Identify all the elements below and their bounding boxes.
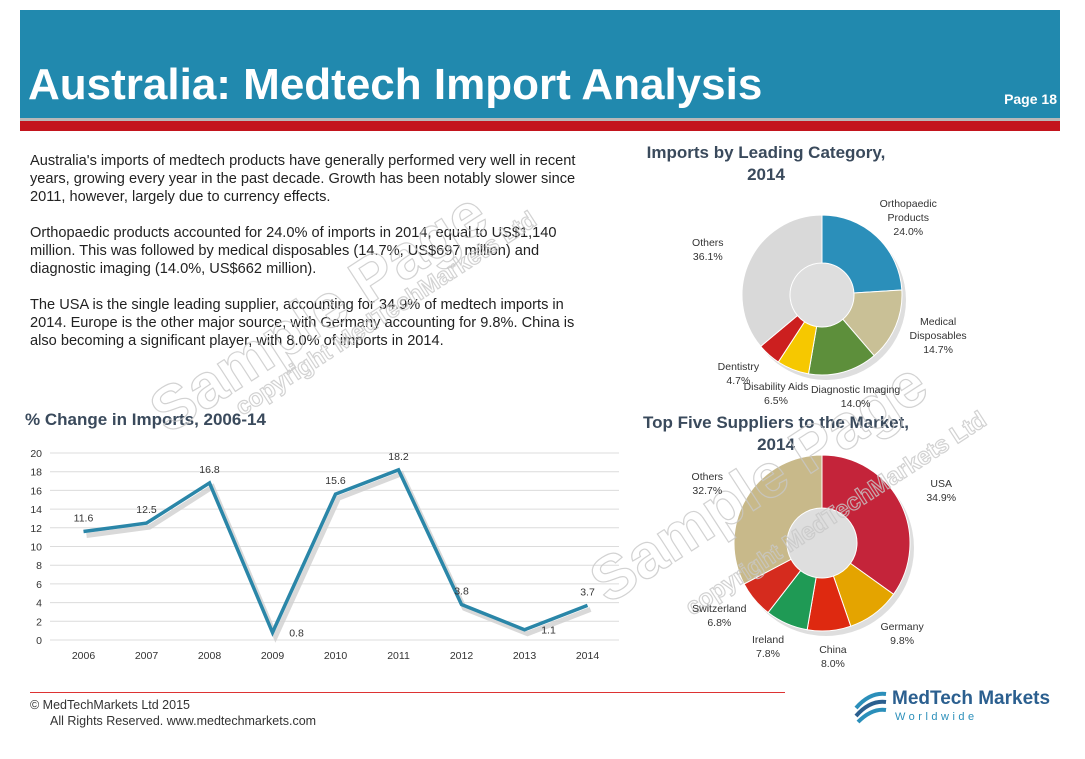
x-tick-label: 2011 (387, 650, 410, 662)
x-tick-label: 2008 (198, 650, 222, 662)
donut-slice (821, 454, 911, 595)
slice-label: Switzerland 6.8% (671, 602, 767, 630)
data-label: 3.7 (580, 586, 595, 598)
paragraph: Orthopaedic products accounted for 24.0%… (30, 225, 557, 277)
slice-name: Disability Aids (743, 380, 809, 393)
data-label: 16.8 (199, 464, 220, 476)
slice-value: 4.7% (726, 375, 751, 388)
slice-label: Dentistry 4.7% (690, 360, 786, 388)
page-number: Page 18 (1004, 91, 1057, 107)
header-rule (20, 118, 1060, 121)
x-tick-label: 2014 (576, 650, 600, 662)
y-tick-label: 6 (36, 579, 42, 591)
y-tick-label: 18 (30, 467, 42, 479)
slice-name: Switzerland (692, 603, 747, 616)
y-tick-label: 20 (30, 448, 42, 460)
logo-icon (854, 691, 887, 724)
slice-value: 14.7% (923, 344, 953, 357)
logo-subtext: Worldwide (895, 711, 978, 723)
slice-label: Orthopaedic Products 24.0% (860, 197, 956, 239)
slice-name: Germany (880, 621, 924, 634)
slice-value: 9.8% (890, 635, 915, 648)
x-tick-label: 2013 (513, 650, 537, 662)
slice-value: 8.0% (820, 657, 845, 670)
slice-label: Others 32.7% (659, 470, 755, 498)
slice-name: China (819, 643, 847, 656)
y-tick-label: 16 (30, 485, 42, 497)
header-red-band (20, 121, 1060, 131)
slice-label: China 8.0% (785, 643, 881, 671)
slice-value: 6.5% (764, 394, 788, 407)
data-label: 15.6 (325, 475, 346, 487)
slice-label: Germany 9.8% (854, 620, 950, 648)
data-label: 3.8 (454, 585, 469, 597)
paragraph: The USA is the single leading supplier, … (30, 297, 575, 349)
data-label: 1.1 (541, 625, 556, 637)
slice-value: 24.0% (893, 225, 924, 238)
x-tick-label: 2010 (324, 650, 348, 662)
header-band (20, 10, 1060, 118)
slice-name: USA (930, 477, 952, 490)
logo-text: MedTech Markets (892, 688, 1051, 709)
slice-value: 32.7% (692, 485, 723, 498)
slice-value: 36.1% (692, 251, 723, 264)
donut-slice (821, 214, 903, 294)
slice-name: Others (691, 471, 724, 484)
footer-rights: All Rights Reserved. www.medtechmarkets.… (50, 714, 317, 728)
footer-copyright: © MedTechMarkets Ltd 2015 (30, 698, 190, 712)
x-tick-label: 2007 (135, 650, 159, 662)
slice-value: 6.8% (707, 617, 732, 630)
body-text: Australia's imports of medtech products … (30, 152, 585, 368)
y-tick-label: 10 (30, 542, 42, 554)
slice-name: Dentistry (717, 361, 760, 374)
data-label: 18.2 (388, 451, 409, 463)
data-label: 11.6 (74, 513, 94, 525)
y-tick-label: 0 (36, 635, 42, 647)
donut-slice (741, 214, 823, 348)
x-tick-label: 2012 (450, 650, 474, 662)
watermark: Sample Page (138, 179, 499, 447)
line-chart-title: % Change in Imports, 2006-14 (25, 410, 266, 429)
x-tick-label: 2006 (72, 650, 96, 662)
slice-value: 7.8% (756, 648, 780, 661)
y-tick-label: 2 (36, 616, 42, 628)
slice-name: Others (692, 237, 724, 250)
slice-name: Diagnostic Imaging (810, 384, 901, 397)
slice-label: Medical Disposables 14.7% (890, 315, 986, 357)
donut-title: Top Five Suppliers to the Market, 2014 (642, 413, 910, 454)
x-tick-label: 2009 (261, 650, 285, 662)
slice-value: 34.9% (926, 491, 957, 504)
y-tick-label: 8 (36, 560, 42, 572)
line-series (83, 467, 589, 637)
slice-label: Diagnostic Imaging 14.0% (808, 383, 904, 411)
slice-name: Orthopaedic Products (879, 197, 937, 224)
y-tick-label: 4 (36, 598, 42, 610)
y-tick-label: 12 (30, 523, 42, 535)
data-label: 12.5 (136, 504, 157, 516)
slice-name: Medical Disposables (909, 316, 967, 343)
donut-title: Imports by Leading Category, 2014 (646, 143, 886, 184)
page-title: Australia: Medtech Import Analysis (28, 60, 763, 109)
slice-name: Ireland (751, 634, 785, 647)
slice-label: Others 36.1% (660, 236, 756, 264)
donut-slice (733, 454, 823, 585)
slice-label: Disability Aids 6.5% (728, 380, 824, 408)
slice-label: Ireland 7.8% (720, 633, 816, 661)
data-label: 0.8 (289, 628, 304, 640)
line-shadow (86, 470, 592, 643)
y-tick-label: 14 (30, 504, 42, 516)
paragraph: Australia's imports of medtech products … (30, 153, 576, 205)
slice-value: 14.0% (840, 398, 871, 411)
slice-label: USA 34.9% (893, 477, 989, 505)
footer-rule (30, 692, 785, 693)
